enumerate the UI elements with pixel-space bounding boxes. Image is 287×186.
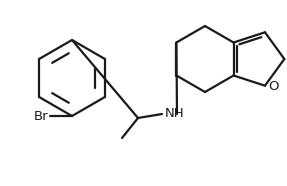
Text: Br: Br <box>33 110 48 123</box>
Text: NH: NH <box>165 107 185 119</box>
Text: O: O <box>268 80 278 93</box>
